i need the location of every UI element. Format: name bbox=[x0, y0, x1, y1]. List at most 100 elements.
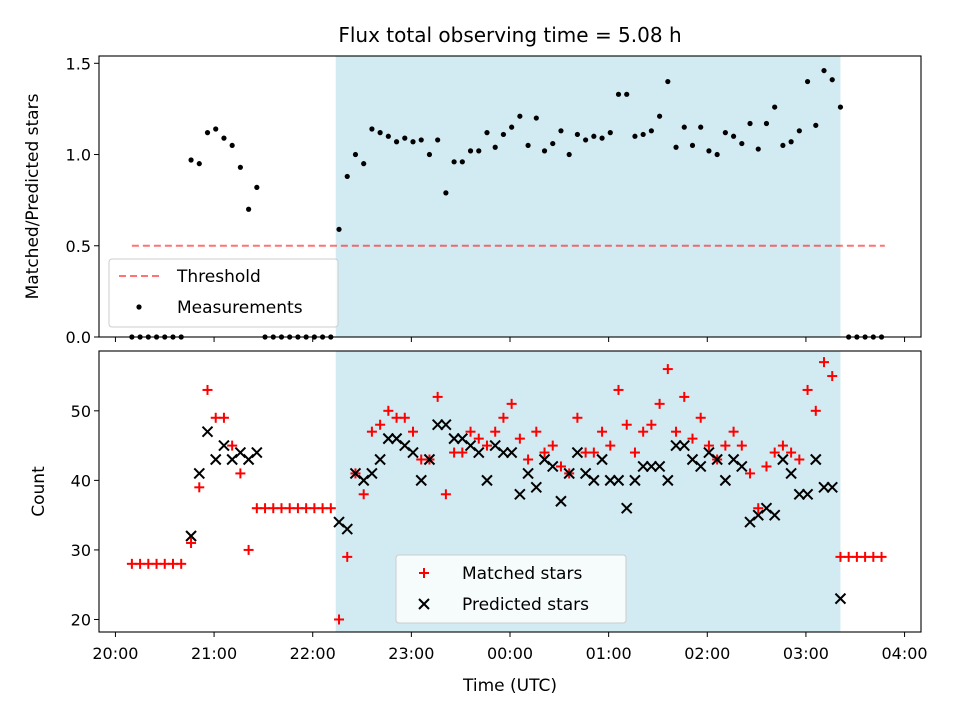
matched-star-point bbox=[662, 364, 673, 375]
predicted-star-point bbox=[818, 481, 830, 494]
predicted-star-point bbox=[678, 439, 690, 452]
cross-stroke-b bbox=[448, 432, 460, 445]
measurement-point bbox=[566, 151, 572, 158]
count-y-axis-label: Count bbox=[29, 466, 49, 517]
measurement-point bbox=[492, 144, 498, 150]
cross-stroke-b bbox=[719, 474, 732, 487]
predicted-star-point bbox=[612, 474, 625, 487]
cross-stroke-b bbox=[801, 488, 814, 500]
matched-star-point bbox=[383, 405, 394, 416]
cross-stroke-b bbox=[579, 467, 592, 480]
predicted-star-point bbox=[768, 509, 781, 521]
measurement-point bbox=[747, 120, 753, 127]
measurement-point bbox=[246, 206, 252, 212]
y-tick-label: 50 bbox=[71, 402, 91, 421]
matched-star-point bbox=[827, 371, 838, 382]
x-tick-label: 03:00 bbox=[783, 644, 829, 663]
measurement-point bbox=[435, 137, 441, 143]
measurement-point bbox=[393, 139, 400, 145]
cross-stroke-b bbox=[760, 502, 773, 514]
matched-star-point bbox=[243, 544, 254, 555]
predicted-star-point bbox=[596, 453, 608, 466]
measurement-point bbox=[336, 226, 342, 232]
matched-star-point bbox=[720, 440, 731, 451]
predicted-star-point bbox=[382, 432, 395, 445]
x-tick-label: 23:00 bbox=[388, 644, 434, 663]
matched-star-point bbox=[186, 537, 197, 548]
measurement-point bbox=[698, 124, 704, 130]
matched-star-point bbox=[194, 482, 205, 493]
cross-stroke-b bbox=[481, 474, 493, 487]
matched-star-point bbox=[366, 426, 377, 437]
matched-star-point bbox=[802, 384, 813, 395]
cross-stroke-b bbox=[473, 446, 485, 459]
cross-stroke-b bbox=[456, 432, 469, 445]
measurement-point bbox=[599, 135, 605, 141]
measurement-point bbox=[681, 124, 687, 130]
predicted-star-point bbox=[522, 467, 534, 480]
measurement-point bbox=[615, 91, 622, 97]
measurement-point bbox=[739, 140, 745, 147]
cross-stroke-b bbox=[399, 439, 411, 452]
measurement-point bbox=[632, 133, 638, 139]
matched-star-point bbox=[769, 447, 780, 458]
predicted-star-point bbox=[637, 460, 649, 473]
predicted-star-point bbox=[719, 474, 732, 487]
cross-stroke-b bbox=[621, 502, 633, 514]
x-tick-label: 21:00 bbox=[191, 644, 237, 663]
cross-stroke-b bbox=[530, 481, 543, 494]
measurement-points bbox=[129, 67, 885, 340]
cross-stroke-b bbox=[818, 481, 830, 494]
predicted-star-point bbox=[481, 474, 493, 487]
cross-stroke-b bbox=[834, 592, 847, 605]
measurement-point bbox=[755, 146, 761, 152]
cross-stroke-b bbox=[415, 474, 427, 487]
ratio-y-axis-label: Matched/Predicted stars bbox=[23, 93, 43, 299]
cross-stroke-b bbox=[390, 432, 403, 445]
measurement-point bbox=[689, 142, 696, 149]
count-y-ticks: 20 30 40 50 bbox=[71, 402, 99, 629]
predicted-star-point bbox=[670, 439, 682, 452]
measurement-point bbox=[763, 120, 770, 127]
predicted-star-point bbox=[645, 460, 658, 473]
predicted-star-point bbox=[530, 481, 543, 494]
x-tick-label: 00:00 bbox=[487, 644, 533, 663]
matched-star-point bbox=[605, 440, 616, 451]
measurement-point bbox=[533, 115, 539, 121]
matched-star-point bbox=[334, 614, 345, 625]
cross-stroke-b bbox=[670, 439, 682, 452]
measurement-point bbox=[426, 151, 433, 158]
cross-stroke-b bbox=[653, 460, 666, 473]
matched-star-point bbox=[646, 419, 657, 430]
matched-star-point bbox=[498, 412, 509, 423]
measurement-point bbox=[229, 142, 235, 149]
predicted-star-point bbox=[653, 460, 666, 473]
predicted-star-point bbox=[407, 446, 419, 459]
matched-star-point bbox=[358, 489, 369, 500]
cross-stroke-b bbox=[678, 439, 690, 452]
measurement-point bbox=[237, 164, 243, 170]
measurement-point bbox=[509, 124, 515, 130]
predicted-star-point bbox=[193, 467, 205, 480]
predicted-star-point bbox=[736, 460, 748, 473]
predicted-star-point bbox=[711, 453, 723, 466]
cross-stroke-b bbox=[563, 467, 575, 480]
measurement-point bbox=[188, 157, 194, 163]
cross-stroke-b bbox=[505, 446, 518, 459]
predicted-star-point bbox=[621, 502, 633, 514]
measurement-point bbox=[829, 77, 835, 83]
matched-star-point bbox=[506, 398, 517, 409]
measurement-point bbox=[574, 131, 581, 138]
matched-star-point bbox=[514, 433, 525, 444]
predicted-star-point bbox=[777, 453, 789, 466]
predicted-star-point bbox=[497, 446, 510, 459]
cross-stroke-b bbox=[736, 460, 748, 473]
measurement-point bbox=[624, 91, 630, 97]
measurement-point bbox=[804, 78, 811, 85]
matched-star-point bbox=[819, 357, 830, 368]
measurement-point bbox=[730, 133, 737, 139]
legend-x-marker bbox=[418, 598, 430, 610]
matched-star-point bbox=[671, 426, 682, 437]
matched-star-point bbox=[202, 384, 213, 395]
measurement-point bbox=[418, 137, 424, 143]
